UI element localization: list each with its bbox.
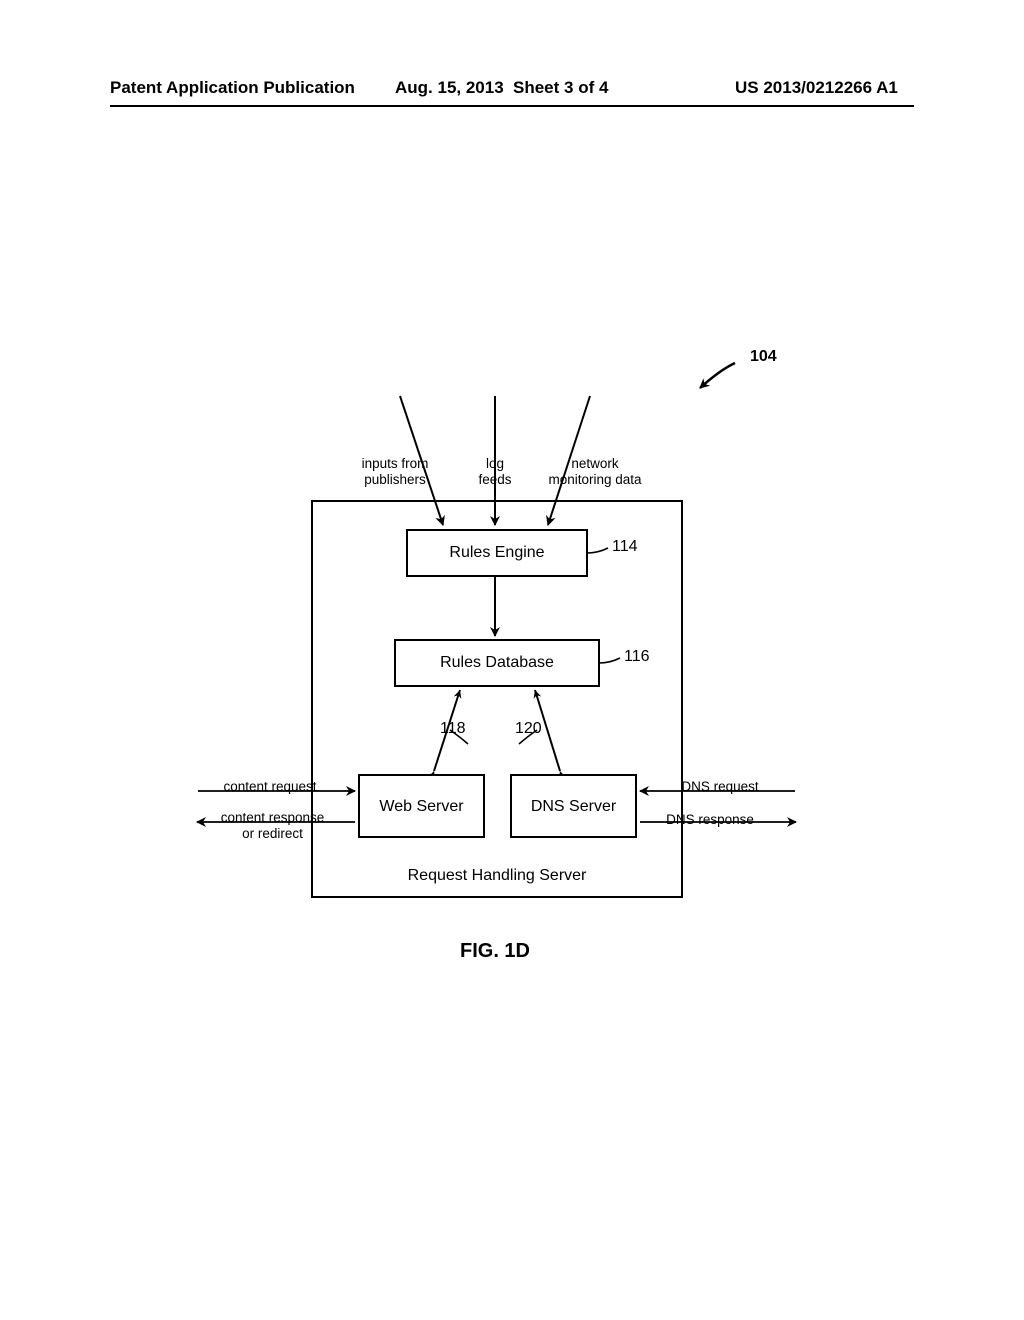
ref-114: 114: [612, 538, 638, 556]
container-label: Request Handling Server: [312, 867, 682, 885]
content-response-label: content responseor redirect: [210, 810, 335, 841]
rules-database-label: Rules Database: [395, 654, 599, 672]
patent-page: Patent Application Publication Aug. 15, …: [0, 0, 1024, 1320]
figure-caption: FIG. 1D: [420, 940, 570, 963]
input-log-feeds-label: logfeeds: [470, 456, 520, 487]
dns-request-label: DNS request: [660, 779, 780, 795]
input-network-label: networkmonitoring data: [540, 456, 650, 487]
rules-engine-label: Rules Engine: [407, 544, 587, 562]
ref-104: 104: [750, 348, 777, 366]
content-request-label: content request: [210, 779, 330, 795]
input-publishers-label: inputs frompublishers: [345, 456, 445, 487]
web-server-label: Web Server: [359, 798, 484, 816]
dns-response-label: DNS response: [650, 812, 770, 828]
ref-120: 120: [515, 720, 542, 738]
dns-server-label: DNS Server: [511, 798, 636, 816]
figure-1d-diagram: 104 inputs frompublishers logfeeds netwo…: [0, 0, 1024, 1320]
ref-116: 116: [624, 648, 650, 666]
ref-118: 118: [440, 720, 466, 738]
